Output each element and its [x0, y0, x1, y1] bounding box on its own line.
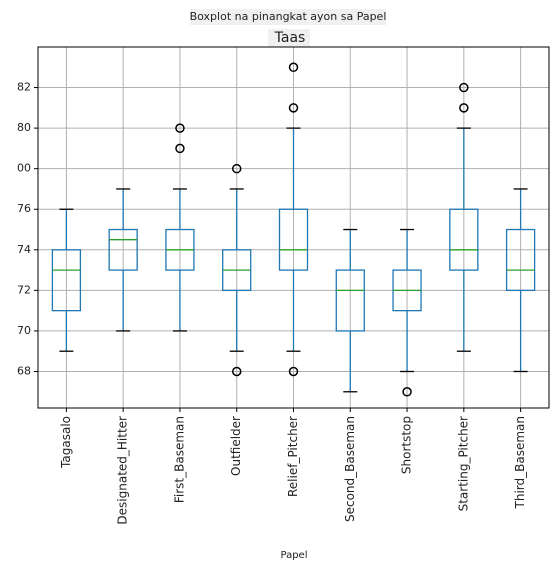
- outlier: [402, 387, 412, 397]
- outlier: [288, 62, 299, 73]
- x-tick-label: Relief_Pitcher: [286, 416, 300, 497]
- outlier: [231, 366, 242, 377]
- x-tick-label: Second_Baseman: [343, 416, 357, 522]
- chart-title: Boxplot na pinangkat ayon sa Papel: [190, 10, 387, 23]
- y-tick-label: 00: [17, 162, 31, 175]
- box: [278, 208, 309, 271]
- y-tick-label: 76: [17, 202, 31, 215]
- x-tick-label: Shortstop: [400, 416, 414, 474]
- box: [51, 249, 82, 312]
- x-tick-label: Designated_Hitter: [116, 416, 130, 525]
- plot-frame: [37, 46, 550, 409]
- box: [335, 269, 365, 332]
- x-tick-label: Starting_Pitcher: [456, 416, 470, 511]
- box: [449, 208, 479, 271]
- x-tick-label: Outfielder: [229, 416, 243, 476]
- box: [505, 228, 536, 292]
- title-bg: [190, 9, 386, 25]
- outlier: [231, 163, 242, 174]
- y-tick-label: 68: [17, 364, 31, 377]
- x-tick-label: Tagasalo: [59, 416, 73, 469]
- outlier: [175, 123, 185, 133]
- y-tick-label: 70: [17, 324, 31, 337]
- y-tick-label: 80: [17, 121, 31, 134]
- outlier: [288, 366, 299, 377]
- chart-subtitle: Taas: [274, 30, 306, 46]
- x-axis-label: Papel: [281, 550, 308, 561]
- y-tick-label: 82: [17, 81, 31, 94]
- y-tick-label: 74: [17, 243, 31, 256]
- outlier: [288, 103, 299, 113]
- x-tick-label: Third_Baseman: [513, 416, 527, 509]
- x-tick-label: First_Baseman: [172, 416, 186, 503]
- subtitle-bg: [268, 29, 310, 47]
- outlier: [175, 143, 185, 154]
- outlier: [459, 103, 469, 113]
- outlier: [459, 82, 469, 93]
- y-tick-label: 72: [17, 283, 31, 296]
- box: [108, 228, 138, 271]
